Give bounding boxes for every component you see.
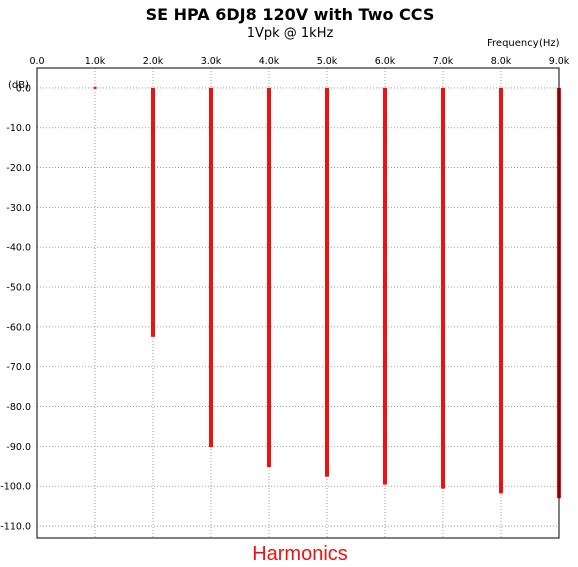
x-tick-label: 4.0k (259, 56, 280, 67)
x-tick-label: 8.0k (491, 56, 512, 67)
x-tick-label: 7.0k (433, 56, 454, 67)
chart-title: SE HPA 6DJ8 120V with Two CCS (146, 5, 435, 24)
y-tick-label: -30.0 (6, 203, 31, 214)
y-tick-label: 0.0 (16, 83, 31, 94)
y-tick-label: -10.0 (6, 123, 31, 134)
x-axis-unit: (Hz) (539, 38, 560, 49)
y-tick-label: -70.0 (6, 362, 31, 373)
harmonic-bar (441, 87, 445, 489)
chart-caption: Harmonics (252, 543, 348, 565)
x-axis-label: Frequency (487, 38, 539, 49)
x-tick-label: 5.0k (317, 56, 338, 67)
harmonic-bar (209, 87, 213, 448)
y-axis-label: (dB) (8, 80, 29, 91)
x-tick-label: 9.0k (549, 56, 570, 67)
x-tick-label: 3.0k (201, 56, 222, 67)
y-tick-label: -100.0 (0, 482, 31, 493)
x-tick-label: 2.0k (143, 56, 164, 67)
x-tick-labels: 0.0 1.0k 2.0k 3.0k 4.0k 5.0k 6.0k 7.0k 8.0k 9.0k (29, 56, 569, 67)
y-tick-label: -60.0 (6, 322, 31, 333)
y-tick-label: -80.0 (6, 402, 31, 413)
harmonic-bar (93, 86, 97, 89)
harmonic-bar (499, 87, 503, 494)
harmonic-bar (151, 87, 155, 337)
y-tick-label: -20.0 (6, 163, 31, 174)
harmonic-bars (93, 86, 561, 499)
y-tick-label: -110.0 (0, 522, 31, 533)
harmonic-bar (383, 87, 387, 485)
grid-lines (37, 68, 559, 538)
y-tick-label: -50.0 (6, 283, 31, 294)
harmonic-bar (267, 87, 271, 468)
y-tick-label: -90.0 (6, 442, 31, 453)
y-tick-label: -40.0 (6, 243, 31, 254)
plot-frame (36, 67, 560, 539)
chart-subtitle: 1Vpk @ 1kHz (247, 26, 334, 41)
harmonic-bar (325, 87, 329, 477)
x-tick-label: 1.0k (85, 56, 106, 67)
y-tick-labels: 0.0 -10.0 -20.0 -30.0 -40.0 -50.0 -60.0 -70.0 -8… (0, 83, 31, 532)
x-tick-label: 6.0k (375, 56, 396, 67)
x-tick-label: 0.0 (29, 56, 44, 67)
